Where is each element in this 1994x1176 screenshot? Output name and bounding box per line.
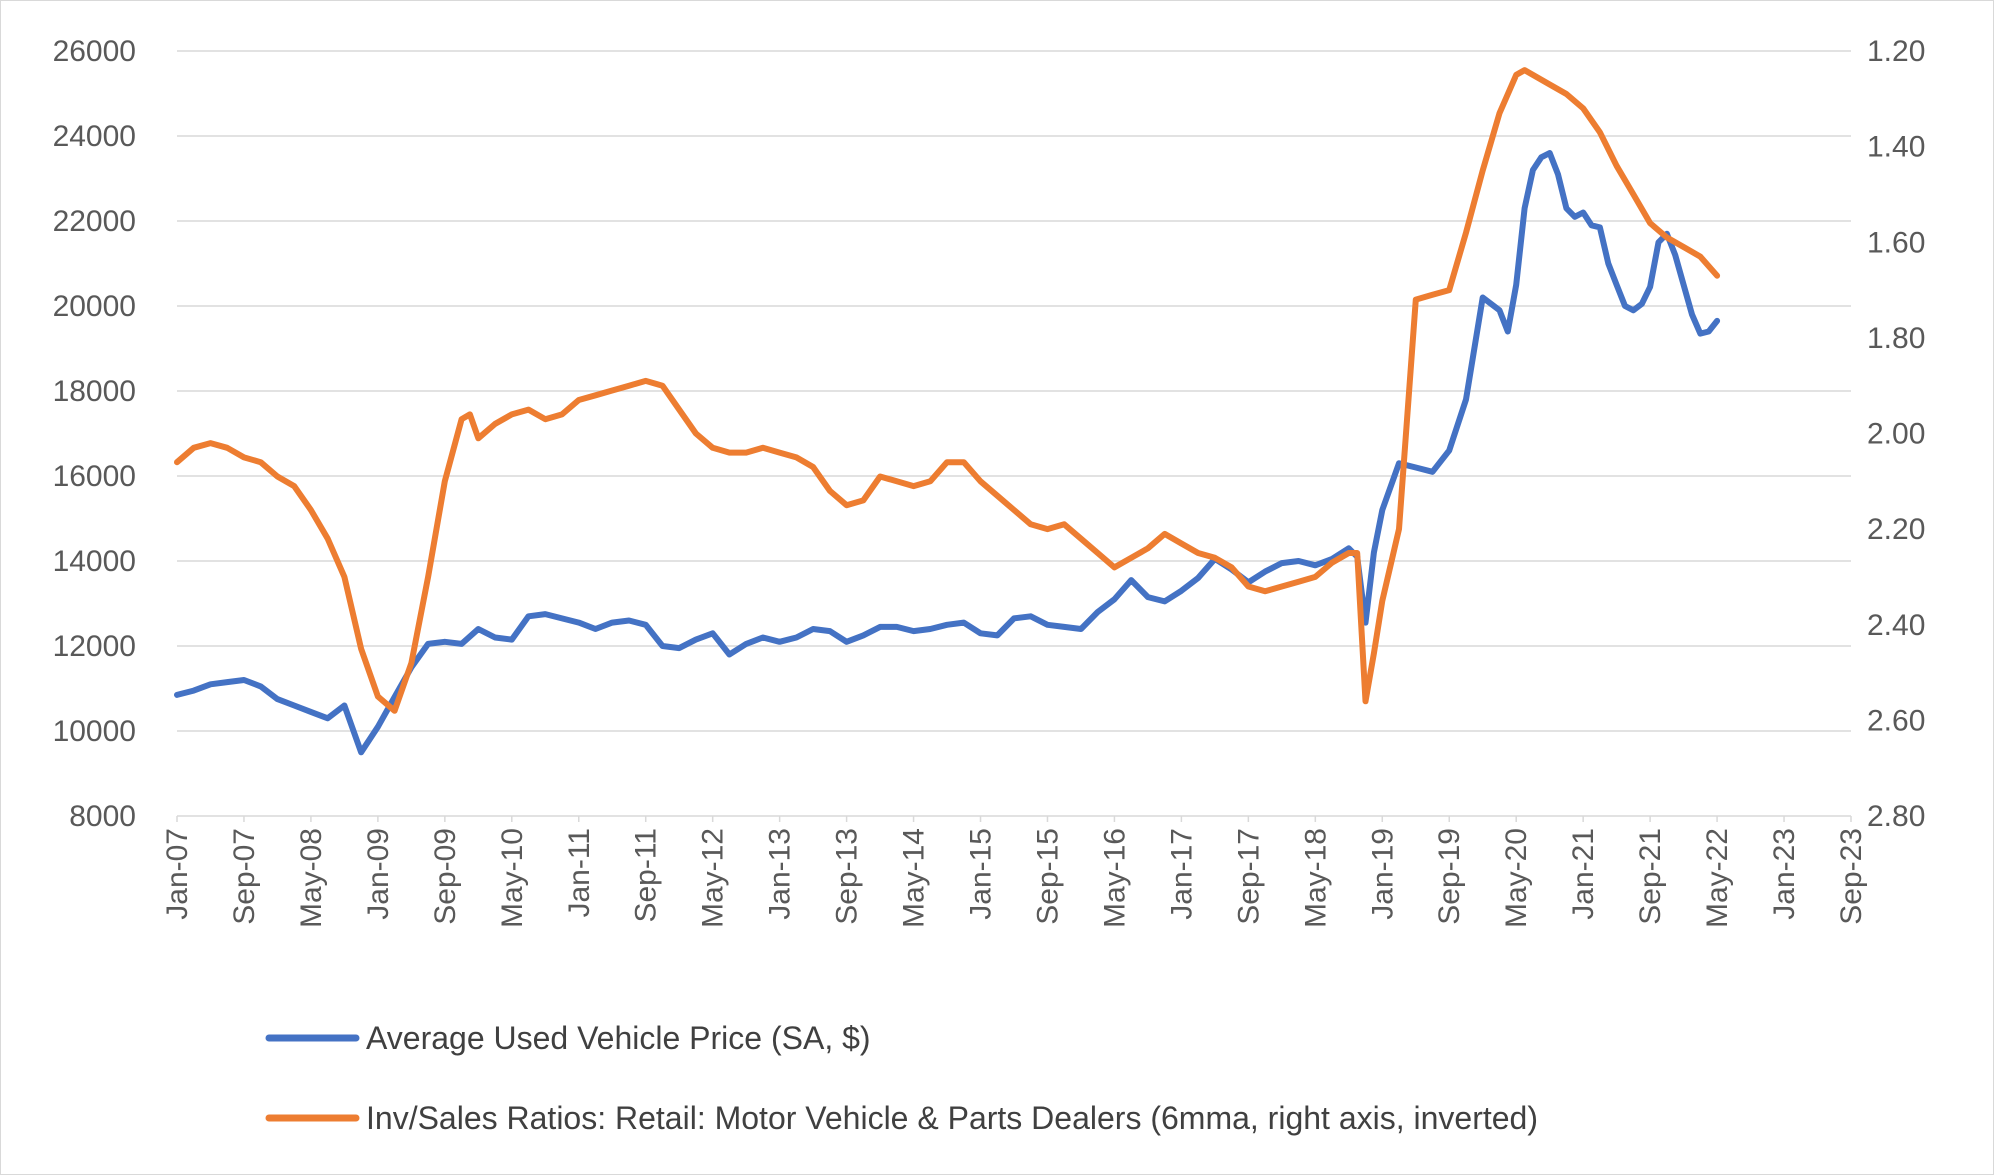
x-tick-label: Jan-21 (1567, 828, 1600, 920)
x-tick-label: May-14 (898, 828, 931, 928)
y-left-tick-label: 12000 (53, 630, 136, 663)
legend-label-2: Inv/Sales Ratios: Retail: Motor Vehicle … (366, 1100, 1538, 1136)
series-lines (174, 67, 1721, 756)
y-right-tick-label: 1.40 (1867, 131, 1925, 164)
y-left-tick-label: 22000 (53, 205, 136, 238)
y-right-tick-label: 2.60 (1867, 704, 1925, 737)
x-tick-label: May-18 (1299, 828, 1332, 928)
x-tick-label: Sep-17 (1232, 828, 1265, 925)
x-tick-label: Jan-15 (965, 828, 998, 920)
x-tick-label: Jan-17 (1165, 828, 1198, 920)
y-left-tick-label: 14000 (53, 545, 136, 578)
y-left-tick-label: 8000 (69, 800, 136, 833)
legend: Average Used Vehicle Price (SA, $) Inv/Sa… (265, 1020, 1538, 1136)
x-tick-label: May-16 (1098, 828, 1131, 928)
x-axis: Jan-07 Sep-07 May-08 Jan-09 Sep-09 May-10 Jan-… (161, 816, 1868, 928)
used-vehicle-price-line (174, 150, 1721, 756)
x-tick-label: Sep-07 (228, 828, 261, 925)
y-right-tick-label: 2.80 (1867, 800, 1925, 833)
gridlines (177, 50, 1851, 817)
x-tick-label: Sep-21 (1634, 828, 1667, 925)
x-tick-label: Sep-15 (1031, 828, 1064, 925)
x-tick-label: Sep-13 (831, 828, 864, 925)
x-tick-label: Jan-11 (563, 828, 596, 918)
y-right-tick-label: 1.80 (1867, 322, 1925, 355)
x-tick-label: Sep-19 (1433, 828, 1466, 925)
right-y-axis: 1.20 1.40 1.60 1.80 2.00 2.20 2.40 2.60 2.80 (1867, 35, 1925, 833)
inv-sales-ratio-line (174, 67, 1721, 714)
y-left-tick-label: 20000 (53, 290, 136, 323)
x-tick-label: May-22 (1701, 828, 1734, 928)
y-right-tick-label: 1.20 (1867, 35, 1925, 68)
x-tick-label: Sep-23 (1835, 828, 1868, 925)
x-tick-label: May-20 (1500, 828, 1533, 928)
x-tick-label: May-10 (496, 828, 529, 928)
y-right-tick-label: 2.00 (1867, 418, 1925, 451)
x-tick-label: Sep-11 (630, 828, 663, 923)
y-left-tick-label: 24000 (53, 120, 136, 153)
y-right-tick-label: 2.40 (1867, 609, 1925, 642)
x-tick-label: Jan-23 (1768, 828, 1801, 920)
x-tick-label: Jan-07 (161, 828, 194, 920)
y-left-tick-label: 10000 (53, 715, 136, 748)
x-tick-label: Jan-09 (362, 828, 395, 920)
y-left-tick-label: 26000 (53, 35, 136, 68)
y-right-tick-label: 1.60 (1867, 226, 1925, 259)
x-tick-label: May-08 (295, 828, 328, 928)
y-left-tick-label: 16000 (53, 460, 136, 493)
x-tick-label: Jan-19 (1366, 828, 1399, 920)
x-tick-label: Sep-09 (429, 828, 462, 925)
legend-label-1: Average Used Vehicle Price (SA, $) (366, 1020, 871, 1056)
x-tick-label: May-12 (697, 828, 730, 928)
y-left-tick-label: 18000 (53, 375, 136, 408)
y-right-tick-label: 2.20 (1867, 513, 1925, 546)
x-tick-label: Jan-13 (764, 828, 797, 920)
left-y-axis: 8000 10000 12000 14000 16000 18000 20000 22000 2… (53, 35, 136, 833)
